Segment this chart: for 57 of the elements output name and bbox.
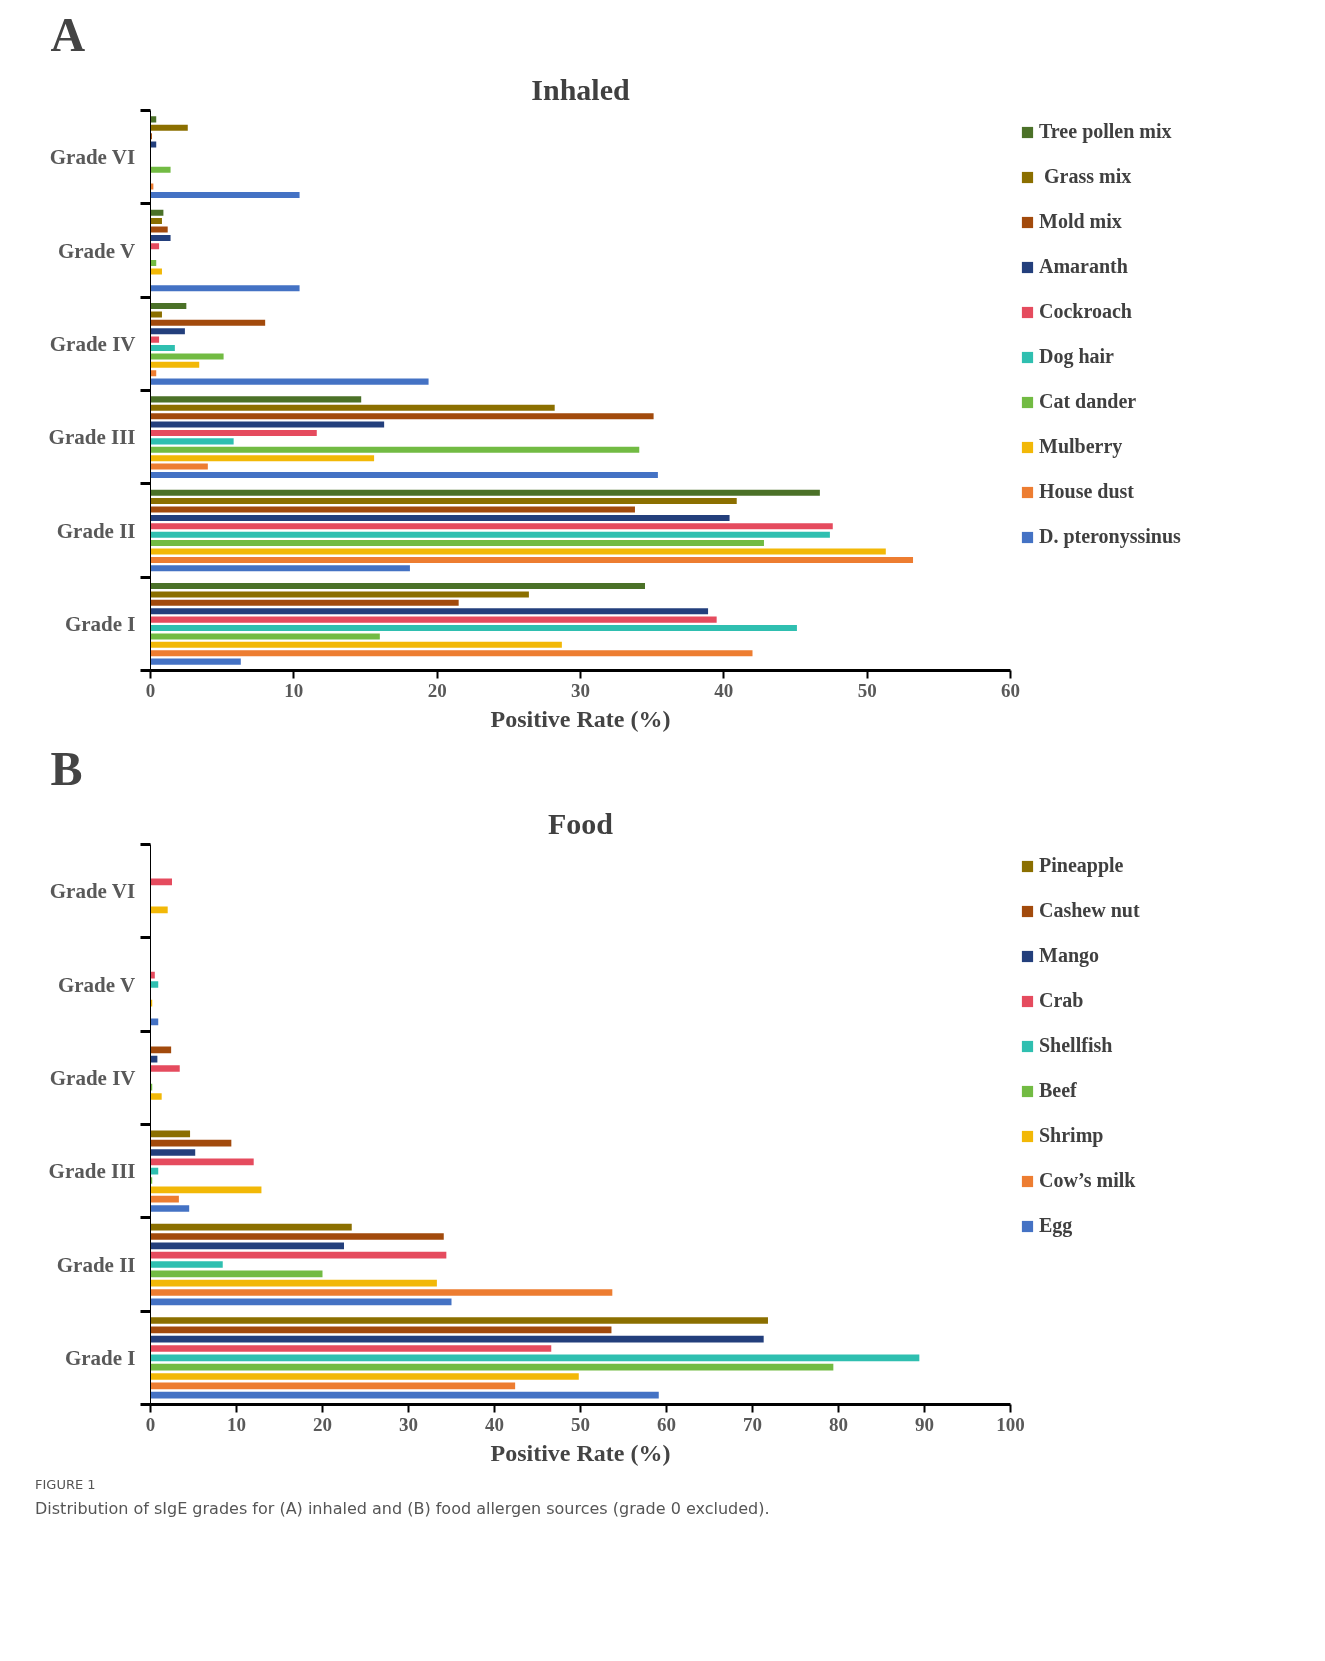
y-tick-label: Grade III	[48, 1159, 136, 1184]
x-tick-label: 60	[657, 1413, 676, 1435]
y-tick-label: Grade III	[48, 425, 136, 450]
legend-label: Crab	[1039, 989, 1084, 1012]
legend-label: Cockroach	[1039, 300, 1132, 323]
legend-label: Shrimp	[1039, 1124, 1104, 1147]
y-tick-label: Grade I	[64, 611, 136, 636]
legend-label: Beef	[1039, 1079, 1077, 1102]
y-tick-label: Grade II	[56, 1252, 136, 1277]
text: B	[50, 741, 83, 795]
x-tick-label: 10	[227, 1413, 246, 1435]
legend-label: Shellfish	[1039, 1034, 1113, 1057]
legend-label: Mango	[1039, 944, 1099, 967]
x-tick-label: 30	[571, 679, 590, 701]
legend-label: Tree pollen mix	[1039, 120, 1172, 143]
x-tick-label: 0	[145, 1413, 156, 1435]
legend-label: Cow’s milk	[1039, 1169, 1136, 1192]
x-tick-label: 10	[284, 679, 304, 701]
x-tick-label: 20	[313, 1413, 332, 1435]
y-tick-label: Grade IV	[49, 1065, 136, 1090]
x-axis-title: Positive Rate (%)	[490, 705, 671, 732]
x-tick-label: 50	[571, 1413, 590, 1435]
x-tick-label: 80	[829, 1413, 848, 1435]
legend-label: Cat dander	[1039, 390, 1137, 413]
y-tick-label: Grade IV	[49, 331, 136, 356]
x-tick-label: 70	[743, 1413, 762, 1435]
y-tick-label: Grade VI	[49, 879, 136, 904]
x-tick-label: 40	[485, 1413, 504, 1435]
x-tick-label: 30	[399, 1413, 418, 1435]
legend-label: House dust	[1039, 480, 1135, 503]
legend-label: Mulberry	[1039, 435, 1123, 458]
legend-label: Dog hair	[1039, 345, 1114, 368]
x-tick-label: 50	[857, 679, 877, 701]
chart-title: Inhaled	[531, 72, 630, 106]
legend-label: D. pteronyssinus	[1039, 525, 1181, 548]
x-tick-label: 60	[1001, 679, 1020, 701]
caption: FIGURE 1	[35, 1476, 97, 1494]
legend-label: Cashew nut	[1039, 899, 1140, 922]
legend-label: Grass mix	[1043, 165, 1132, 188]
y-tick-label: Grade V	[57, 972, 136, 997]
text: A	[50, 7, 86, 61]
legend-label: Mold mix	[1039, 210, 1122, 233]
legend-label: Amaranth	[1039, 255, 1128, 278]
y-tick-label: Grade V	[57, 238, 136, 263]
y-tick-label: Grade II	[56, 518, 136, 543]
y-tick-label: Grade VI	[49, 145, 136, 170]
x-tick-label: 0	[145, 679, 156, 701]
x-tick-label: 20	[427, 679, 447, 701]
chart-title: Food	[548, 806, 614, 840]
x-tick-label: 40	[714, 679, 734, 701]
x-tick-label: 100	[996, 1413, 1025, 1435]
y-tick-label: Grade I	[64, 1345, 136, 1370]
x-axis-title: Positive Rate (%)	[490, 1439, 671, 1466]
x-tick-label: 90	[915, 1413, 934, 1435]
text: Distribution of sIgE grades for (A) inhaled and (B) food allergen sources (grade 0 excluded).	[35, 1497, 770, 1520]
legend-label: Egg	[1039, 1214, 1073, 1237]
legend-label: Pineapple	[1039, 854, 1124, 877]
